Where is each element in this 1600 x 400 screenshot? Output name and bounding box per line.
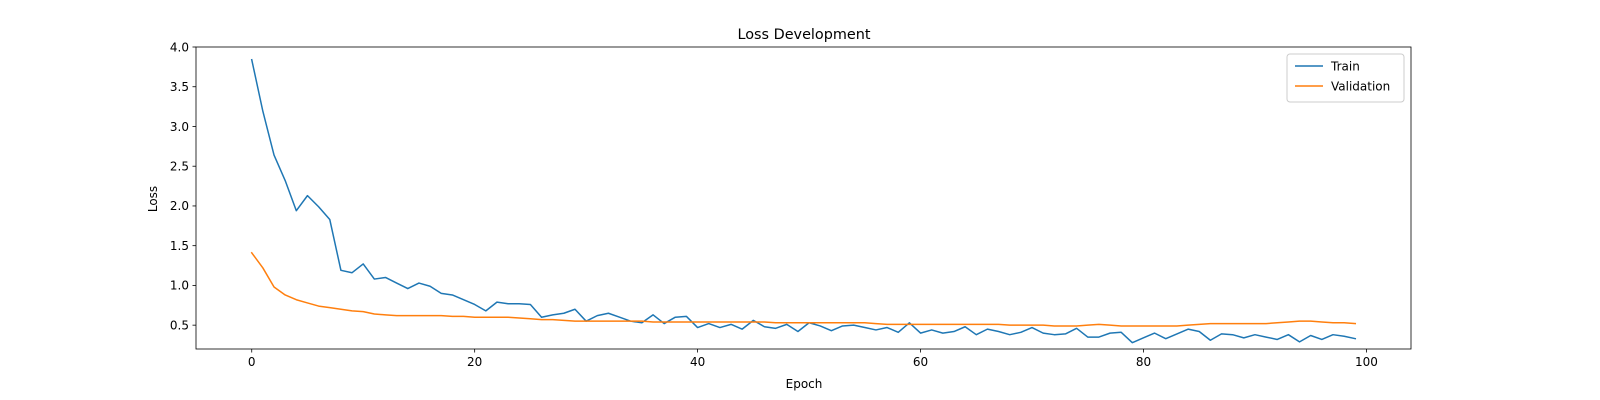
y-tick-label: 4.0 — [170, 40, 189, 54]
y-tick-label: 3.5 — [170, 80, 189, 94]
y-tick-label: 2.0 — [170, 199, 189, 213]
y-tick-label: 1.0 — [170, 279, 189, 293]
legend-label-train: Train — [1330, 59, 1360, 73]
x-tick-label: 40 — [690, 355, 705, 369]
x-tick-label: 60 — [913, 355, 928, 369]
series-lines — [250, 58, 1357, 344]
y-axis-label: Loss — [146, 186, 160, 212]
x-tick-label: 100 — [1355, 355, 1378, 369]
x-tick-label: 0 — [248, 355, 256, 369]
validation-series-line — [250, 251, 1357, 327]
x-axis-label: Epoch — [786, 377, 823, 391]
y-tick-label: 3.0 — [170, 120, 189, 134]
y-tick-label: 1.5 — [170, 239, 189, 253]
legend-label-validation: Validation — [1331, 79, 1390, 93]
y-tick-label: 2.5 — [170, 160, 189, 174]
legend: Train Validation — [1286, 53, 1405, 103]
train-series-line — [250, 58, 1357, 344]
x-tick-label: 20 — [467, 355, 482, 369]
plot-area — [195, 46, 1412, 350]
x-tick-label: 80 — [1136, 355, 1151, 369]
y-axis: 0.5 1.0 1.5 2.0 2.5 3.0 3.5 4.0 — [170, 40, 196, 332]
plot-frame — [195, 46, 1412, 350]
x-axis: 0 20 40 60 80 100 — [248, 349, 1378, 369]
y-tick-label: 0.5 — [170, 318, 189, 332]
chart-title: Loss Development — [737, 27, 870, 43]
